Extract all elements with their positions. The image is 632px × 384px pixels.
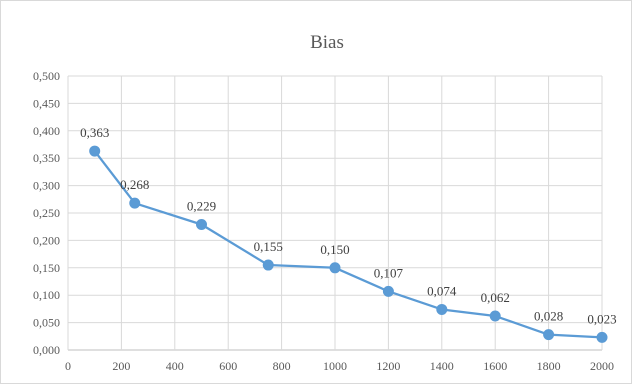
chart-title: Bias — [310, 32, 344, 53]
data-label: 0,074 — [427, 283, 457, 298]
data-point — [543, 329, 555, 341]
x-tick-label: 1400 — [430, 359, 454, 373]
x-tick-label: 0 — [65, 359, 71, 373]
y-tick-label: 0,400 — [33, 124, 60, 138]
x-tick-label: 2000 — [590, 359, 614, 373]
gridlines — [67, 75, 603, 351]
x-tick-label: 1600 — [483, 359, 507, 373]
x-tick-label: 400 — [166, 359, 184, 373]
y-tick-label: 0,050 — [33, 316, 60, 330]
y-tick-label: 0,150 — [33, 261, 60, 275]
x-tick-label: 600 — [219, 359, 237, 373]
y-tick-label: 0,450 — [33, 96, 60, 110]
x-tick-label: 800 — [273, 359, 291, 373]
data-label: 0,150 — [320, 242, 349, 257]
x-tick-label: 200 — [112, 359, 130, 373]
x-tick-label: 1800 — [537, 359, 561, 373]
data-label: 0,107 — [374, 265, 404, 280]
data-label: 0,268 — [120, 177, 149, 192]
data-label: 0,028 — [534, 309, 563, 324]
data-label: 0,023 — [587, 311, 616, 326]
data-point — [262, 259, 274, 271]
y-tick-label: 0,200 — [33, 233, 60, 247]
y-tick-label: 0,500 — [33, 69, 60, 83]
series — [89, 145, 608, 343]
data-label: 0,062 — [481, 290, 510, 305]
data-label: 0,155 — [254, 239, 283, 254]
y-tick-label: 0,250 — [33, 206, 60, 220]
data-point — [436, 303, 448, 315]
y-tick-label: 0,350 — [33, 151, 60, 165]
data-point — [329, 262, 341, 274]
x-tick-label: 1000 — [323, 359, 347, 373]
axes: 0,000 0,050 0,100 0,150 0,200 0,250 0,300 0,350… — [33, 69, 614, 373]
y-tick-label: 0,100 — [33, 288, 60, 302]
series-line — [93, 150, 603, 339]
data-point — [129, 197, 141, 209]
data-labels: 0,363 0,268 0,229 0,155 0,150 0,107 0,074 0,062… — [80, 125, 617, 326]
data-point — [489, 310, 501, 322]
x-tick-label: 1200 — [376, 359, 400, 373]
data-label: 0,363 — [80, 125, 109, 140]
data-point — [196, 219, 207, 231]
data-label: 0,229 — [187, 199, 216, 214]
data-point — [382, 285, 394, 297]
y-tick-label: 0,300 — [33, 179, 60, 193]
data-point — [89, 145, 101, 157]
data-point — [596, 331, 608, 343]
y-tick-label: 0,000 — [33, 343, 60, 357]
